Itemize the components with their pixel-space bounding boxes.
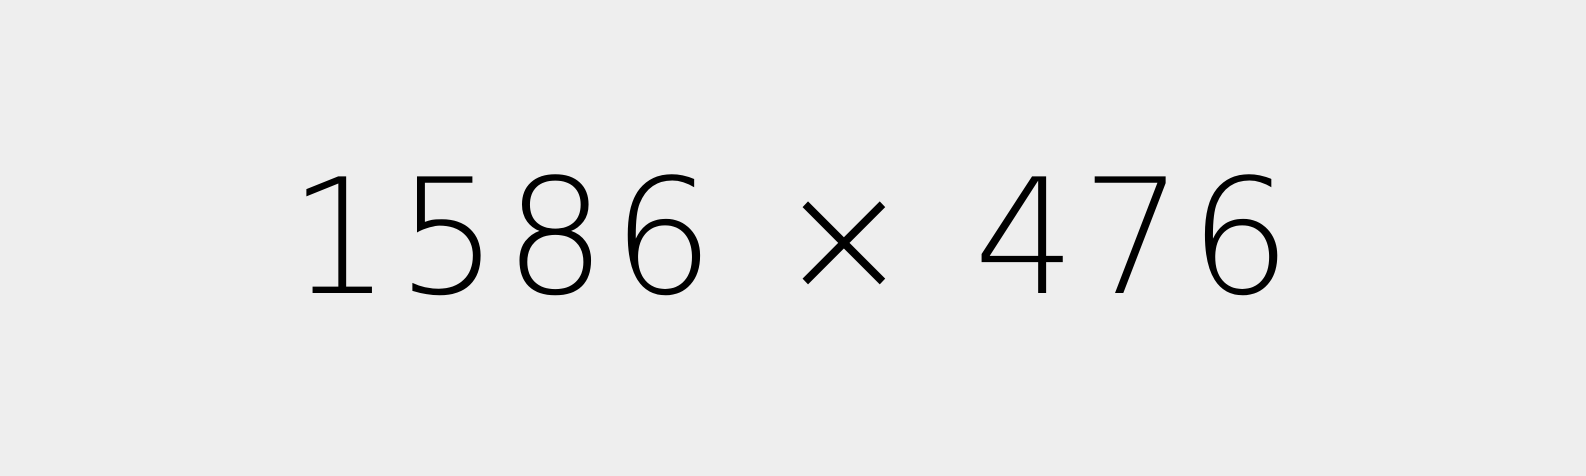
dimensions-label: 1586 × 476 <box>288 144 1298 331</box>
placeholder-image: 1586 × 476 <box>288 144 1298 331</box>
